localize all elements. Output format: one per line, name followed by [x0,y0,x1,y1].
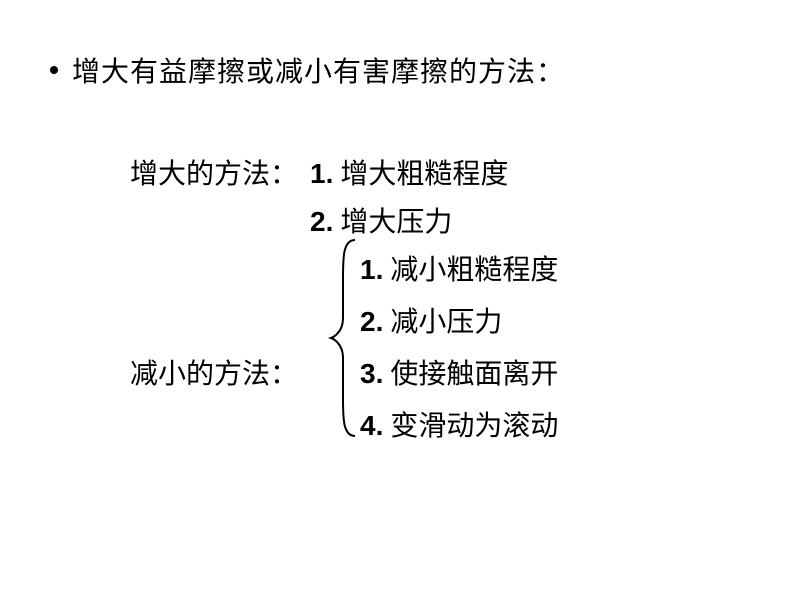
decrease-item-1-num: 1. [360,254,383,285]
title-row: 增大有益摩擦或减小有害摩擦的方法： [50,50,565,90]
decrease-item-1-text: 减小粗糙程度 [390,255,558,286]
increase-item-1-num: 1. [310,158,333,189]
increase-item-1: 1. 增大粗糙程度 [310,152,508,192]
decrease-item-2: 2. 减小压力 [360,300,502,340]
title-text: 增大有益摩擦或减小有害摩擦的方法： [72,50,565,90]
decrease-item-3-num: 3. [360,358,383,389]
increase-label: 增大的方法： [130,152,298,192]
decrease-item-4: 4. 变滑动为滚动 [360,404,558,444]
decrease-item-1: 1. 减小粗糙程度 [360,248,558,288]
increase-item-2-text: 增大压力 [340,207,452,238]
increase-item-2-num: 2. [310,206,333,237]
decrease-item-4-num: 4. [360,410,383,441]
left-brace-icon [325,238,365,438]
decrease-label: 减小的方法： [130,352,298,392]
decrease-item-3: 3. 使接触面离开 [360,352,558,392]
bullet-icon [50,66,58,74]
decrease-item-2-text: 减小压力 [390,307,502,338]
increase-item-2: 2. 增大压力 [310,200,452,240]
decrease-item-3-text: 使接触面离开 [390,359,558,390]
increase-item-1-text: 增大粗糙程度 [340,159,508,190]
decrease-item-4-text: 变滑动为滚动 [390,411,558,442]
slide: 增大有益摩擦或减小有害摩擦的方法： 增大的方法： 1. 增大粗糙程度 2. 增大… [0,0,800,600]
decrease-item-2-num: 2. [360,306,383,337]
